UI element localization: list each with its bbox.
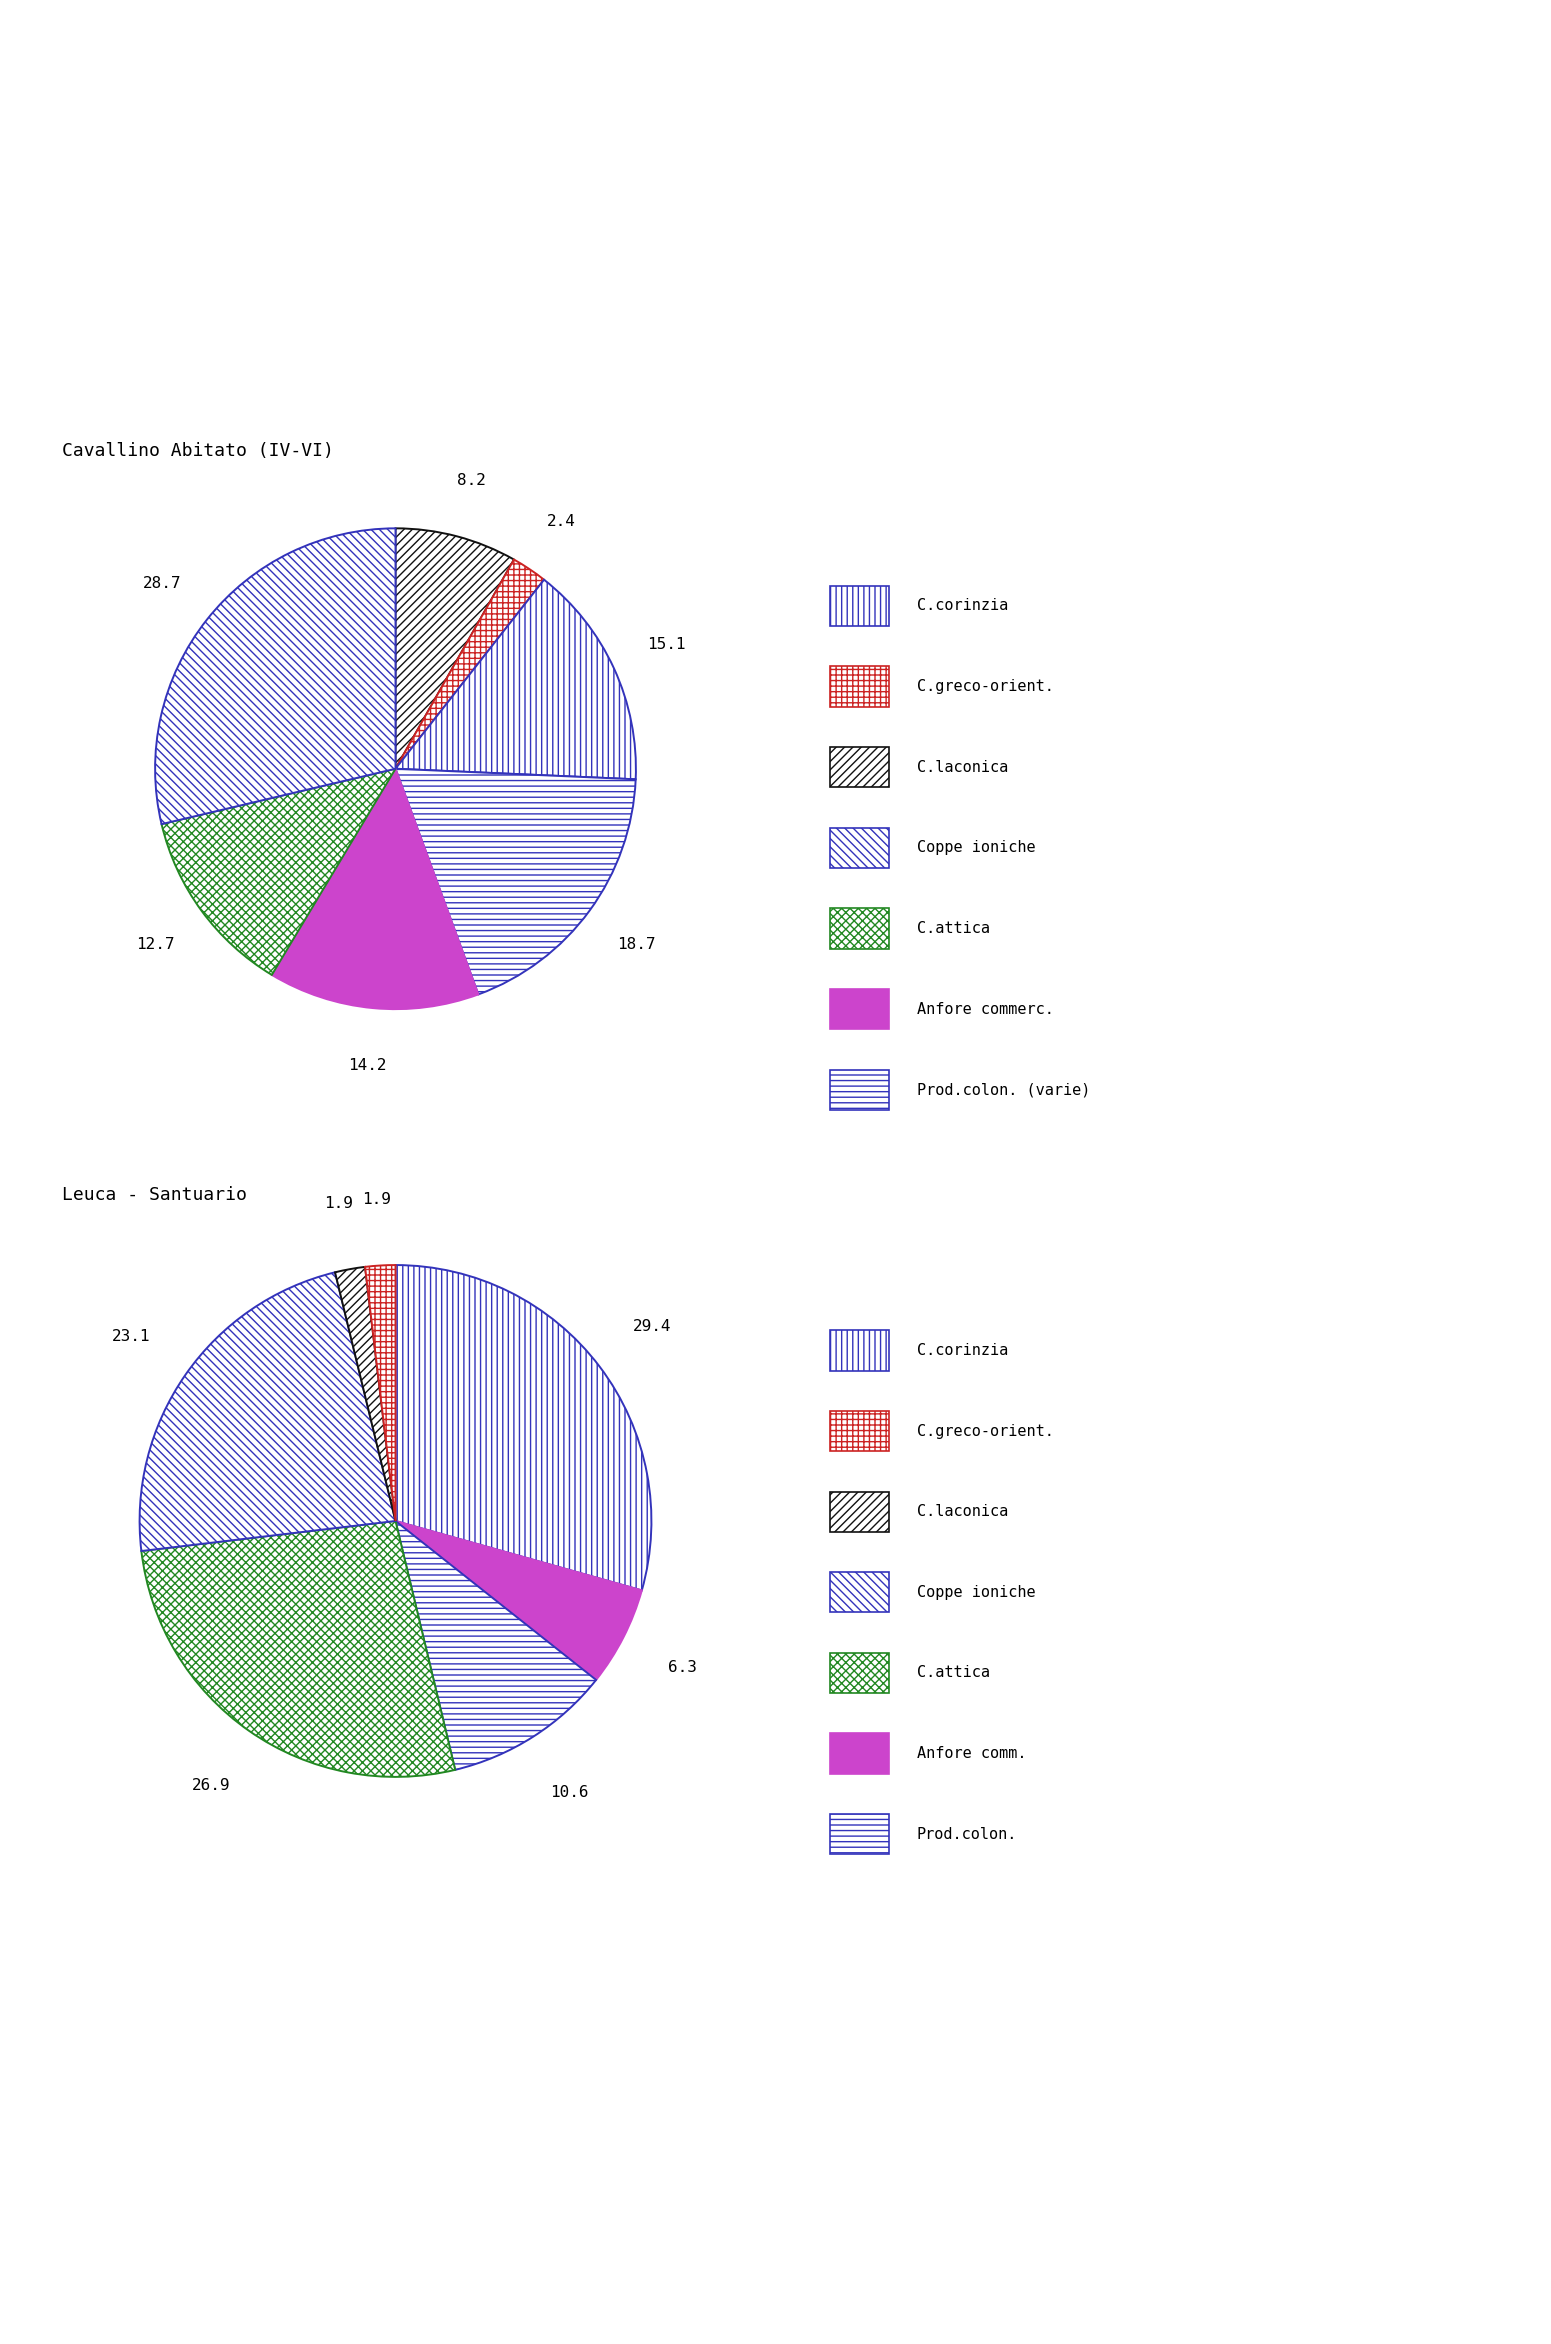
Wedge shape bbox=[335, 1266, 396, 1521]
Wedge shape bbox=[364, 1266, 396, 1521]
Text: 26.9: 26.9 bbox=[192, 1779, 231, 1793]
Text: C.laconica: C.laconica bbox=[917, 759, 1008, 774]
Text: 6.3: 6.3 bbox=[668, 1660, 696, 1676]
Bar bbox=[830, 1411, 889, 1451]
Bar bbox=[830, 1814, 889, 1854]
Bar bbox=[830, 1329, 889, 1371]
Wedge shape bbox=[396, 1521, 596, 1770]
Text: Cavallino Abitato (IV-VI): Cavallino Abitato (IV-VI) bbox=[62, 441, 333, 459]
Wedge shape bbox=[396, 769, 636, 994]
Text: C.greco-orient.: C.greco-orient. bbox=[917, 1423, 1053, 1439]
Text: 29.4: 29.4 bbox=[633, 1320, 672, 1334]
Text: 28.7: 28.7 bbox=[143, 577, 181, 591]
Bar bbox=[830, 909, 889, 949]
Text: 1.9: 1.9 bbox=[361, 1191, 391, 1207]
Text: 23.1: 23.1 bbox=[112, 1329, 150, 1345]
Wedge shape bbox=[396, 560, 544, 769]
Text: 1.9: 1.9 bbox=[324, 1195, 352, 1212]
Wedge shape bbox=[396, 527, 513, 769]
Bar bbox=[830, 1735, 889, 1774]
Bar bbox=[830, 1573, 889, 1613]
Text: C.corinzia: C.corinzia bbox=[917, 1343, 1008, 1357]
Text: 14.2: 14.2 bbox=[349, 1057, 386, 1074]
Text: Anfore commerc.: Anfore commerc. bbox=[917, 1001, 1053, 1017]
Wedge shape bbox=[161, 769, 396, 975]
Text: 10.6: 10.6 bbox=[549, 1786, 588, 1800]
Bar bbox=[830, 989, 889, 1029]
Bar bbox=[830, 1491, 889, 1533]
Wedge shape bbox=[396, 1266, 651, 1589]
Text: C.attica: C.attica bbox=[917, 921, 990, 935]
Bar bbox=[830, 1653, 889, 1692]
Text: Anfore comm.: Anfore comm. bbox=[917, 1746, 1027, 1760]
Bar bbox=[830, 586, 889, 626]
Wedge shape bbox=[155, 527, 396, 825]
Bar bbox=[830, 827, 889, 867]
Text: Leuca - Santuario: Leuca - Santuario bbox=[62, 1186, 247, 1205]
Text: 2.4: 2.4 bbox=[548, 513, 575, 530]
Text: C.greco-orient.: C.greco-orient. bbox=[917, 680, 1053, 694]
Text: C.laconica: C.laconica bbox=[917, 1505, 1008, 1519]
Text: C.attica: C.attica bbox=[917, 1667, 990, 1681]
Text: 8.2: 8.2 bbox=[458, 473, 485, 488]
Wedge shape bbox=[271, 769, 478, 1010]
Text: Prod.colon.: Prod.colon. bbox=[917, 1826, 1017, 1842]
Text: 12.7: 12.7 bbox=[135, 938, 174, 952]
Text: Coppe ioniche: Coppe ioniche bbox=[917, 841, 1035, 856]
Wedge shape bbox=[141, 1521, 454, 1777]
Bar bbox=[830, 666, 889, 706]
Wedge shape bbox=[396, 1521, 642, 1681]
Text: 18.7: 18.7 bbox=[617, 938, 656, 952]
Bar bbox=[830, 748, 889, 788]
Text: Coppe ioniche: Coppe ioniche bbox=[917, 1585, 1035, 1601]
Text: 15.1: 15.1 bbox=[647, 638, 686, 652]
Bar bbox=[830, 1069, 889, 1111]
Text: C.corinzia: C.corinzia bbox=[917, 598, 1008, 614]
Wedge shape bbox=[140, 1273, 396, 1552]
Wedge shape bbox=[396, 579, 636, 778]
Text: Prod.colon. (varie): Prod.colon. (varie) bbox=[917, 1083, 1090, 1097]
